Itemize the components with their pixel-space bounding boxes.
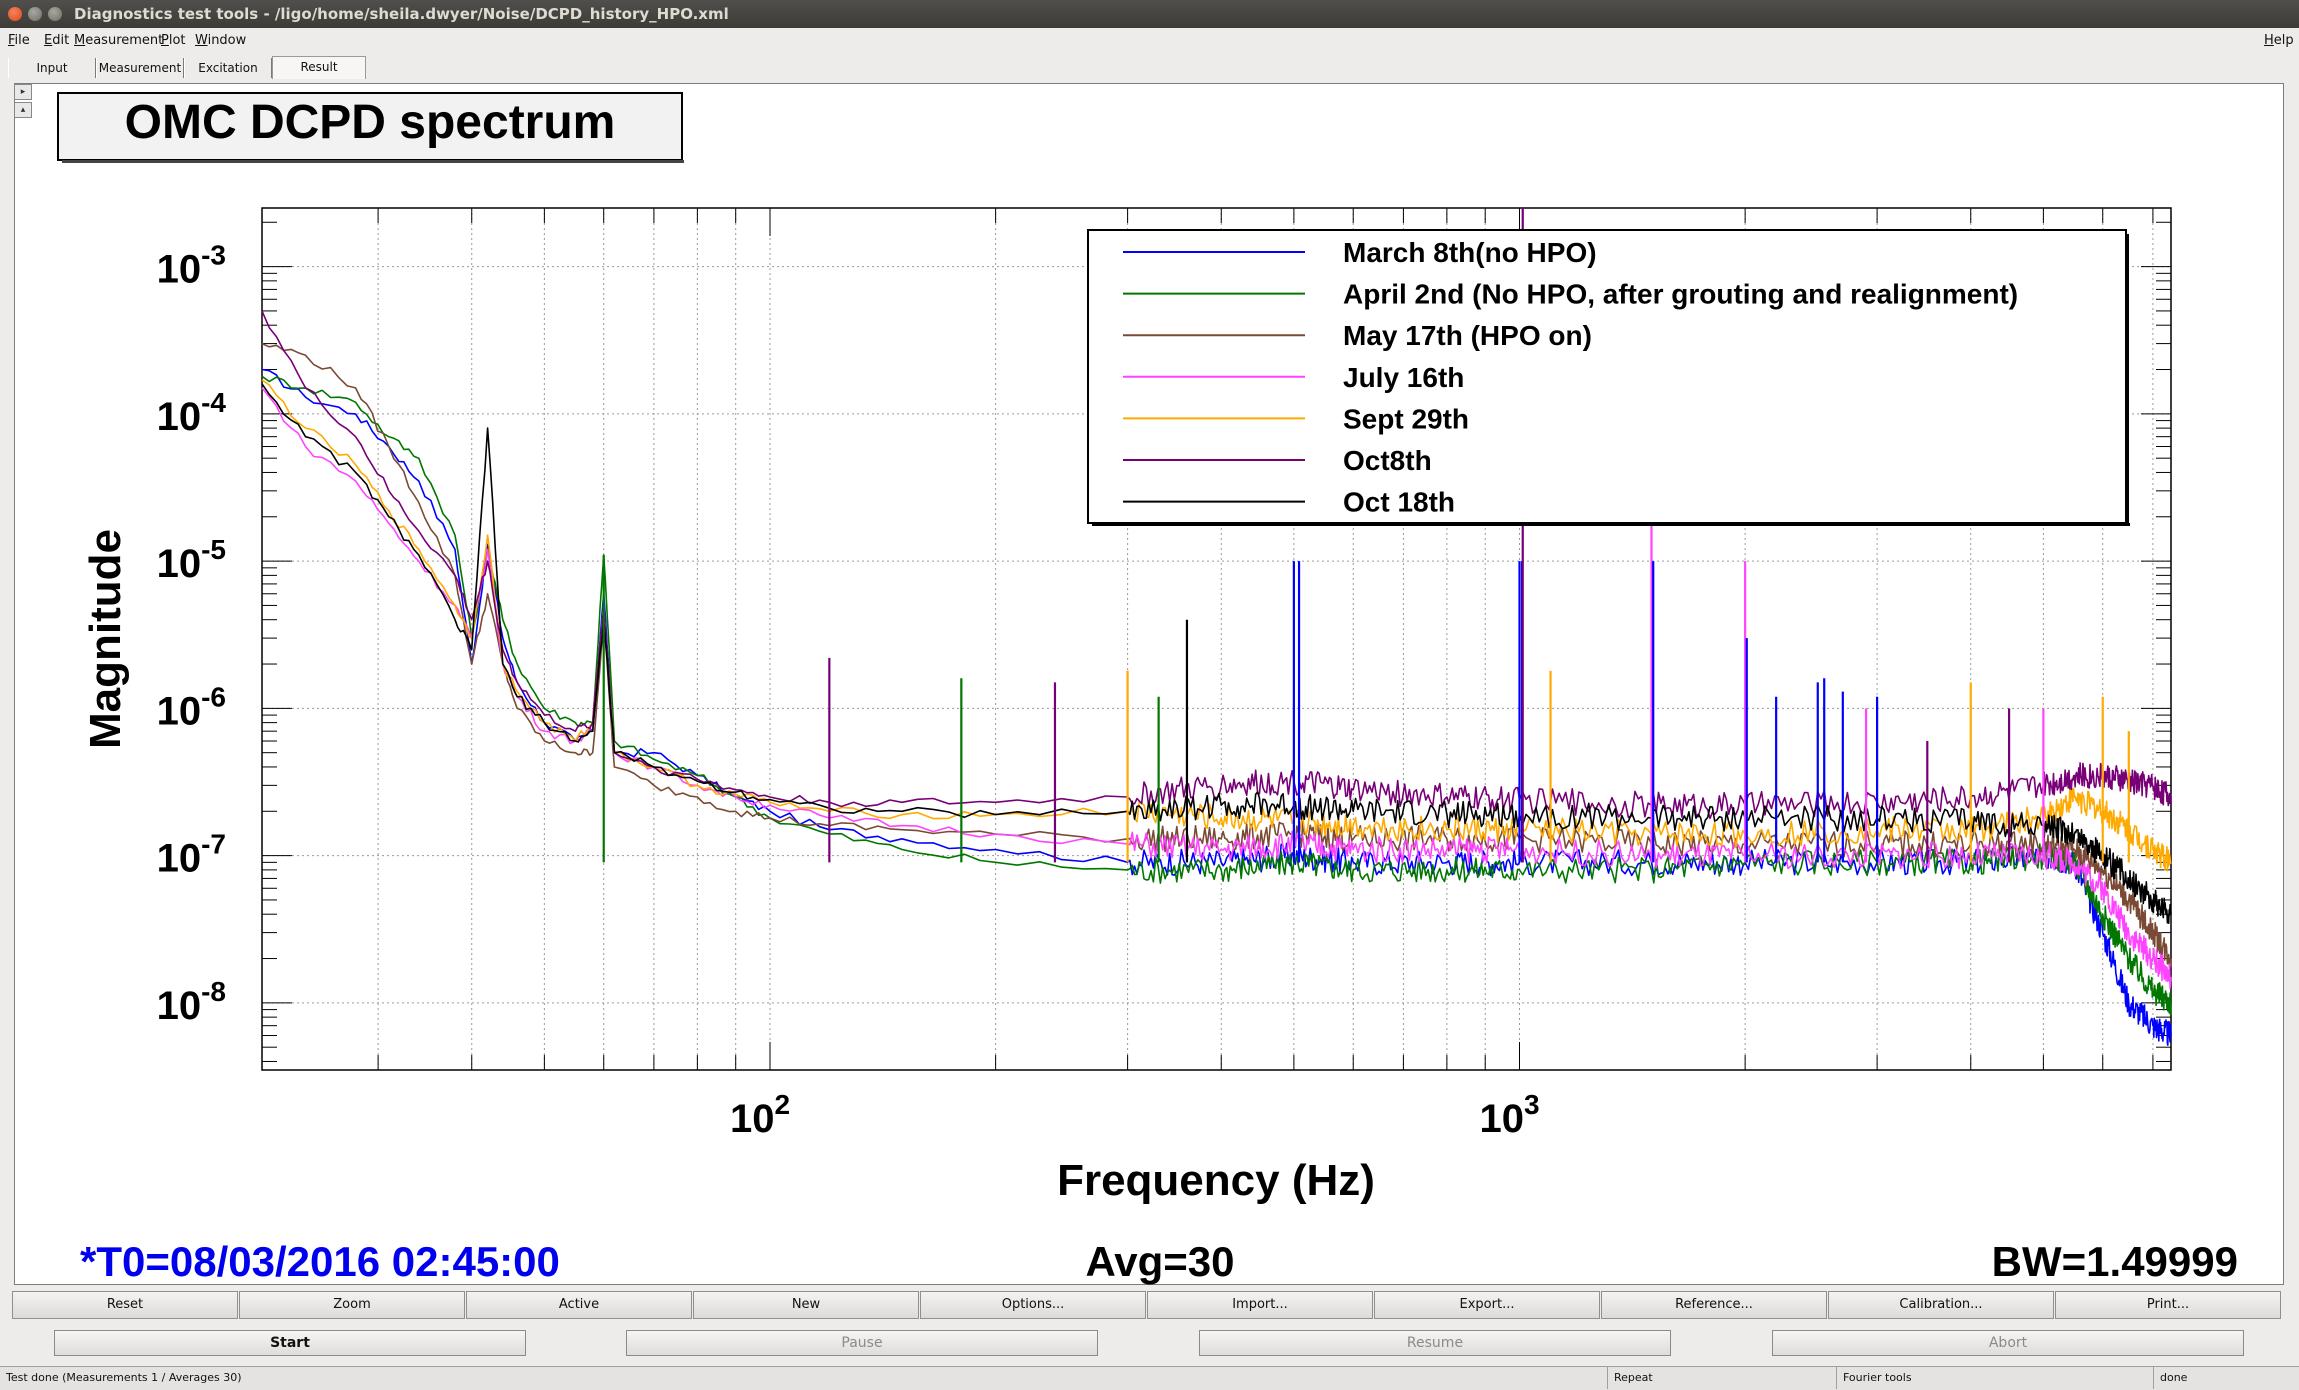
legend-label: Oct 18th: [1343, 487, 1455, 518]
bw-text: BW=1.49999: [1992, 1238, 2238, 1285]
legend: March 8th(no HPO) April 2nd (No HPO, afte…: [1123, 237, 2018, 518]
import-button[interactable]: Import...: [1147, 1291, 1373, 1319]
legend-label: April 2nd (No HPO, after grouting and re…: [1343, 279, 2018, 310]
series-lines: [261, 310, 2172, 1046]
tab-bar: Input Measurement Excitation Result: [0, 56, 2299, 80]
series-line: [261, 387, 2172, 989]
x-tick-label: 103: [1479, 1089, 1539, 1141]
maximize-icon[interactable]: [48, 7, 62, 21]
abort-button[interactable]: Abort: [1772, 1330, 2244, 1356]
legend-shadow: [1092, 523, 2130, 526]
status-state: done: [2153, 1367, 2299, 1389]
window-titlebar[interactable]: Diagnostics test tools - /ligo/home/shei…: [0, 0, 2299, 28]
tab-measurement[interactable]: Measurement: [96, 58, 184, 78]
menu-edit[interactable]: Edit: [44, 33, 70, 48]
start-button[interactable]: Start: [54, 1330, 526, 1356]
resume-button[interactable]: Resume: [1199, 1330, 1671, 1356]
menu-window[interactable]: Window: [195, 33, 247, 48]
pad-up-arrow-icon[interactable]: ▴: [14, 102, 32, 118]
minimize-icon[interactable]: [28, 7, 42, 21]
x-axis-label: Frequency (Hz): [1057, 1156, 1375, 1205]
menu-file[interactable]: File: [8, 33, 30, 48]
legend-label: July 16th: [1343, 362, 1464, 393]
legend-label: May 17th (HPO on): [1343, 320, 1592, 351]
menubar: File Edit Measurement Plot Window Help: [0, 28, 2299, 54]
zoom-button[interactable]: Zoom: [239, 1291, 465, 1319]
options-button[interactable]: Options...: [920, 1291, 1146, 1319]
avg-text: Avg=30: [1085, 1238, 1234, 1285]
y-tick-label: 10-8: [157, 976, 226, 1028]
menu-help[interactable]: Help: [2264, 33, 2294, 48]
control-bar: Start Pause Resume Abort: [0, 1330, 2299, 1358]
x-tick-labels: 102 103: [730, 1089, 1540, 1141]
menu-measurement[interactable]: Measurement: [74, 33, 164, 48]
y-tick-labels: 10-3 10-4 10-5 10-6 10-7 10-8: [157, 240, 227, 1028]
close-icon[interactable]: [8, 7, 22, 21]
x-tick-label: 102: [730, 1089, 790, 1141]
y-tick-label: 10-7: [157, 829, 226, 881]
series-line: [261, 342, 2172, 969]
tab-result[interactable]: Result: [272, 56, 366, 79]
pause-button[interactable]: Pause: [626, 1330, 1098, 1356]
y-tick-label: 10-4: [157, 387, 227, 439]
status-bar: Test done (Measurements 1 / Averages 30)…: [0, 1366, 2299, 1390]
series-line: [261, 310, 2172, 820]
tab-excitation[interactable]: Excitation: [184, 58, 272, 78]
t0-text: *T0=08/03/2016 02:45:00: [80, 1238, 560, 1285]
print-button[interactable]: Print...: [2055, 1291, 2281, 1319]
pad-right-arrow-icon[interactable]: ▸: [14, 84, 32, 100]
active-button[interactable]: Active: [466, 1291, 692, 1319]
series-line: [261, 375, 2172, 1016]
legend-label: March 8th(no HPO): [1343, 237, 1597, 268]
new-button[interactable]: New: [693, 1291, 919, 1319]
series-line: [261, 379, 2172, 872]
y-axis-label: Magnitude: [81, 529, 130, 749]
y-tick-label: 10-6: [157, 681, 226, 733]
calibration-button[interactable]: Calibration...: [1828, 1291, 2054, 1319]
chart-title-shadow: [62, 160, 684, 163]
legend-label: Sept 29th: [1343, 403, 1469, 434]
reset-button[interactable]: Reset: [12, 1291, 238, 1319]
chart-title: OMC DCPD spectrum: [125, 96, 616, 149]
legend-shadow-right: [2126, 234, 2129, 526]
plot-button-bar: Reset Zoom Active New Options... Import.…: [12, 1291, 2288, 1319]
status-message: Test done (Measurements 1 / Averages 30): [6, 1371, 242, 1384]
legend-label: Oct8th: [1343, 445, 1432, 476]
menu-plot[interactable]: Plot: [161, 33, 186, 48]
export-button[interactable]: Export...: [1374, 1291, 1600, 1319]
series-peaks: [602, 208, 2130, 863]
status-repeat: Repeat: [1607, 1367, 1836, 1389]
window-title: Diagnostics test tools - /ligo/home/shei…: [74, 5, 729, 23]
y-tick-label: 10-3: [157, 240, 226, 292]
reference-button[interactable]: Reference...: [1601, 1291, 1827, 1319]
status-tools: Fourier tools: [1836, 1367, 2153, 1389]
y-tick-label: 10-5: [157, 534, 226, 586]
tab-input[interactable]: Input: [8, 58, 96, 78]
chart-title-box: [57, 92, 683, 161]
series-line: [261, 383, 2172, 924]
